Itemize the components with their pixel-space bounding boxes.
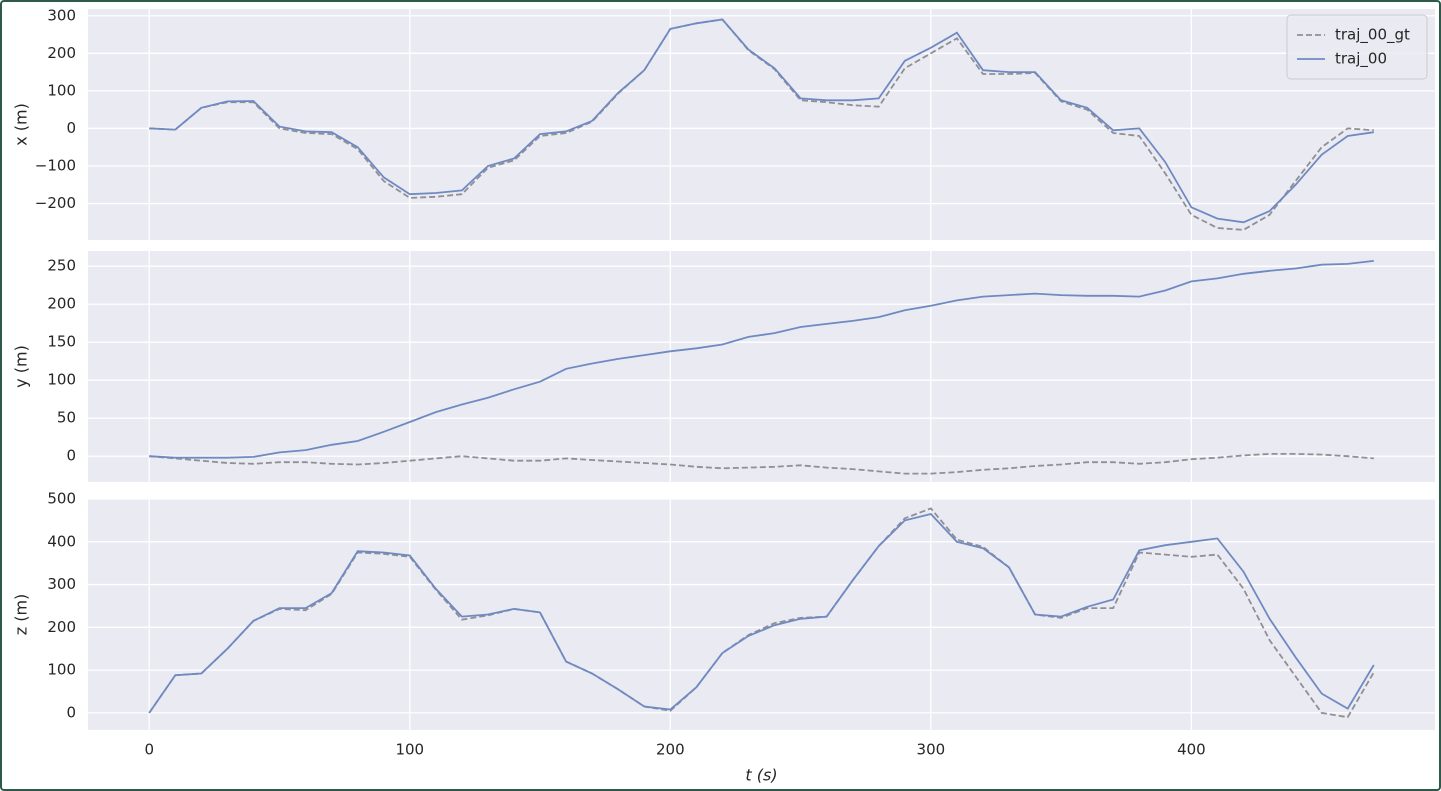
y-tick-label: 200 [47, 44, 76, 62]
y-tick-label: 300 [47, 6, 76, 24]
y-tick-label: 0 [66, 447, 76, 465]
y-tick-label: 100 [47, 371, 76, 389]
plot-background [88, 9, 1435, 240]
x-tick-label: 100 [395, 741, 424, 759]
x-tick-label: 200 [656, 741, 685, 759]
x-tick-label: 0 [144, 741, 154, 759]
y-tick-label: 0 [66, 119, 76, 137]
legend-box [1286, 14, 1428, 80]
y-tick-label: 400 [47, 532, 76, 550]
y-tick-label: 200 [47, 295, 76, 313]
series-line [149, 260, 1374, 459]
y-axis-label: z (m) [12, 594, 31, 636]
y-axis-label: x (m) [12, 103, 31, 146]
y-tick-label: 150 [47, 333, 76, 351]
y-tick-label: 300 [47, 575, 76, 593]
x-tick-label: 400 [1177, 741, 1206, 759]
y-tick-label: 250 [47, 257, 76, 275]
legend-label: traj_00 [1335, 50, 1387, 69]
y-axis-label: y (m) [12, 345, 31, 388]
y-tick-label: 100 [47, 81, 76, 99]
y-tick-label: 50 [57, 409, 76, 427]
plot-background [88, 499, 1435, 730]
y-tick-label: 200 [47, 618, 76, 636]
series-line [148, 513, 1375, 714]
x-axis-label: t (s) [745, 766, 777, 785]
series-line [149, 18, 1374, 224]
series-line [149, 453, 1374, 475]
legend-label: traj_00_gt [1335, 26, 1410, 45]
y-tick-label: 500 [47, 490, 76, 508]
y-tick-label: 0 [66, 703, 76, 721]
y-tick-label: −100 [35, 157, 76, 175]
y-tick-label: 100 [47, 661, 76, 679]
x-tick-label: 300 [917, 741, 946, 759]
y-tick-label: −200 [35, 194, 76, 212]
plot-background [88, 251, 1435, 482]
